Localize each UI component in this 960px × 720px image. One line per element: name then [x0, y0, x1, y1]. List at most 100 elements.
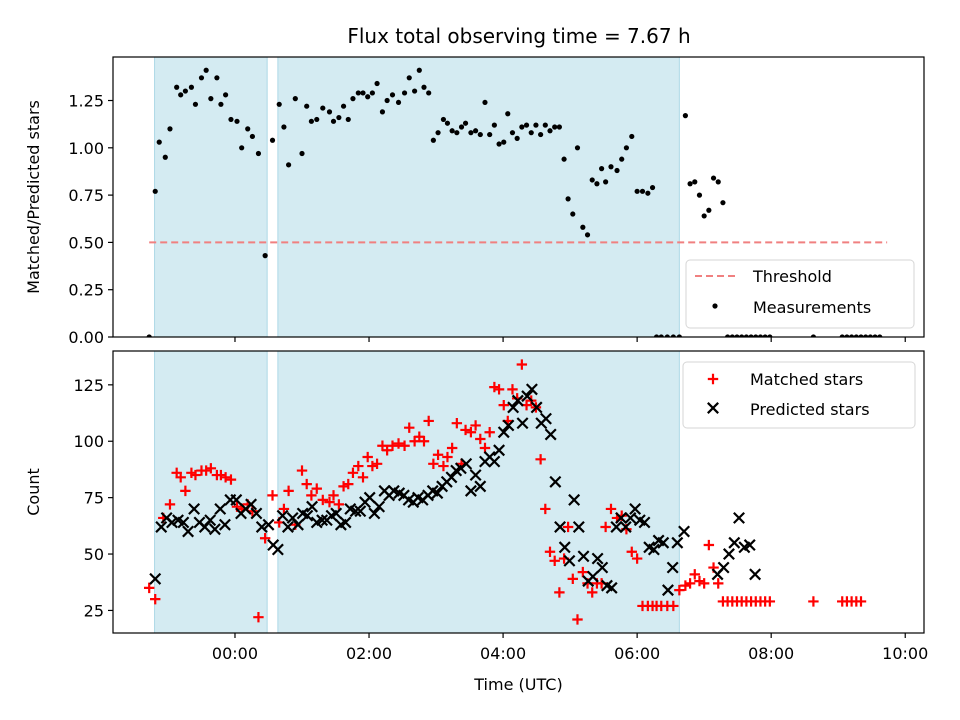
measurement-point — [584, 232, 591, 238]
predicted-star-point — [497, 426, 510, 439]
matched-star-point — [808, 596, 819, 607]
measurement-point — [614, 167, 620, 174]
matched-star-point — [164, 499, 176, 510]
measurement-point — [715, 179, 721, 185]
predicted-star-point — [647, 543, 660, 556]
predicted-star-point — [460, 457, 473, 470]
measurement-point — [501, 139, 507, 145]
y-tick-label: 1.25 — [68, 92, 104, 111]
measurement-point — [412, 88, 418, 94]
legend-matched-swatch — [707, 373, 719, 385]
predicted-star-point — [572, 520, 585, 533]
predicted-star-point — [563, 554, 576, 567]
predicted-star-point — [591, 552, 604, 565]
measurement-point — [748, 334, 754, 337]
predicted-star-point — [255, 520, 268, 533]
matched-star-point — [371, 458, 383, 469]
measurement-point — [839, 334, 845, 337]
measurement-point — [473, 128, 479, 134]
measurement-point — [706, 207, 712, 213]
matched-star-point — [516, 359, 528, 370]
measurement-point — [574, 145, 581, 151]
measurement-point — [314, 116, 320, 123]
measurement-point — [696, 192, 703, 198]
measurement-point — [496, 141, 502, 147]
measurement-point — [619, 156, 625, 162]
matched-star-point — [338, 481, 349, 492]
measurement-point — [379, 109, 386, 115]
predicted-star-point — [507, 401, 520, 414]
measurement-point — [670, 334, 676, 337]
measurement-point — [570, 211, 576, 217]
measurement-point — [853, 334, 859, 337]
matched-star-point — [554, 587, 565, 598]
measurement-point — [676, 334, 682, 337]
matched-star-point — [333, 499, 345, 510]
legend-measurements-swatch — [712, 303, 718, 309]
predicted-star-point — [182, 525, 195, 538]
legend-threshold-label: Threshold — [752, 267, 832, 286]
measurement-point — [255, 150, 262, 157]
matched-star-point — [278, 503, 290, 515]
predicted-star-point — [230, 493, 243, 506]
measurement-point — [844, 334, 850, 337]
measurement-point — [326, 109, 333, 115]
measurement-point — [725, 334, 731, 337]
measurement-point — [239, 145, 245, 151]
predicted-star-point — [155, 520, 168, 533]
x-tick-label: 10:00 — [882, 644, 928, 663]
predicted-star-point — [554, 520, 567, 533]
predicted-star-point — [306, 500, 319, 513]
measurement-point — [753, 334, 759, 337]
predicted-star-point — [671, 536, 684, 549]
measurement-point — [208, 96, 214, 102]
predicted-star-point — [316, 514, 329, 527]
measurement-point — [228, 116, 234, 123]
predicted-star-point — [666, 561, 679, 574]
y-tick-label: 125 — [73, 376, 104, 395]
predicted-star-point — [431, 487, 444, 500]
measurement-point — [599, 166, 605, 172]
matched-star-point — [577, 566, 589, 578]
matched-star-point — [150, 593, 161, 605]
predicted-star-point — [743, 539, 756, 551]
predicted-star-point — [214, 502, 227, 515]
matched-star-point — [362, 451, 373, 463]
measurement-point — [299, 150, 305, 157]
predicted-star-point — [339, 516, 352, 529]
predicted-star-point — [218, 518, 231, 531]
measurement-point — [729, 334, 735, 337]
measurement-point — [594, 181, 600, 187]
measurement-point — [340, 103, 347, 109]
matched-star-point — [540, 503, 551, 515]
y-tick-label: 0.00 — [68, 328, 104, 347]
measurement-point — [444, 120, 451, 126]
measurement-point — [462, 120, 469, 126]
predicted-star-point — [678, 525, 691, 538]
predicted-star-point — [469, 469, 482, 482]
measurement-point — [454, 130, 460, 136]
x-tick-label: 04:00 — [480, 644, 526, 663]
measurement-point — [360, 90, 366, 96]
axes-frame — [112, 56, 925, 338]
measurement-point — [276, 101, 282, 107]
measurement-point — [146, 334, 152, 337]
matched-star-point — [446, 442, 458, 454]
predicted-star-point — [540, 412, 552, 425]
matched-star-point — [317, 494, 328, 506]
matched-star-point — [438, 460, 449, 472]
matched-star-point — [713, 578, 724, 589]
matched-star-point — [498, 399, 509, 411]
predicted-star-point — [511, 394, 524, 407]
measurement-point — [320, 105, 326, 111]
measurement-point — [701, 213, 707, 219]
matched-star-point — [215, 469, 227, 481]
predicted-star-point — [615, 511, 628, 524]
predicted-star-point — [281, 520, 294, 533]
measurement-point — [649, 184, 656, 191]
observing-window-span — [277, 56, 680, 338]
measurement-point — [523, 122, 530, 128]
measurement-point — [369, 90, 375, 96]
matched-star-point — [605, 503, 617, 515]
